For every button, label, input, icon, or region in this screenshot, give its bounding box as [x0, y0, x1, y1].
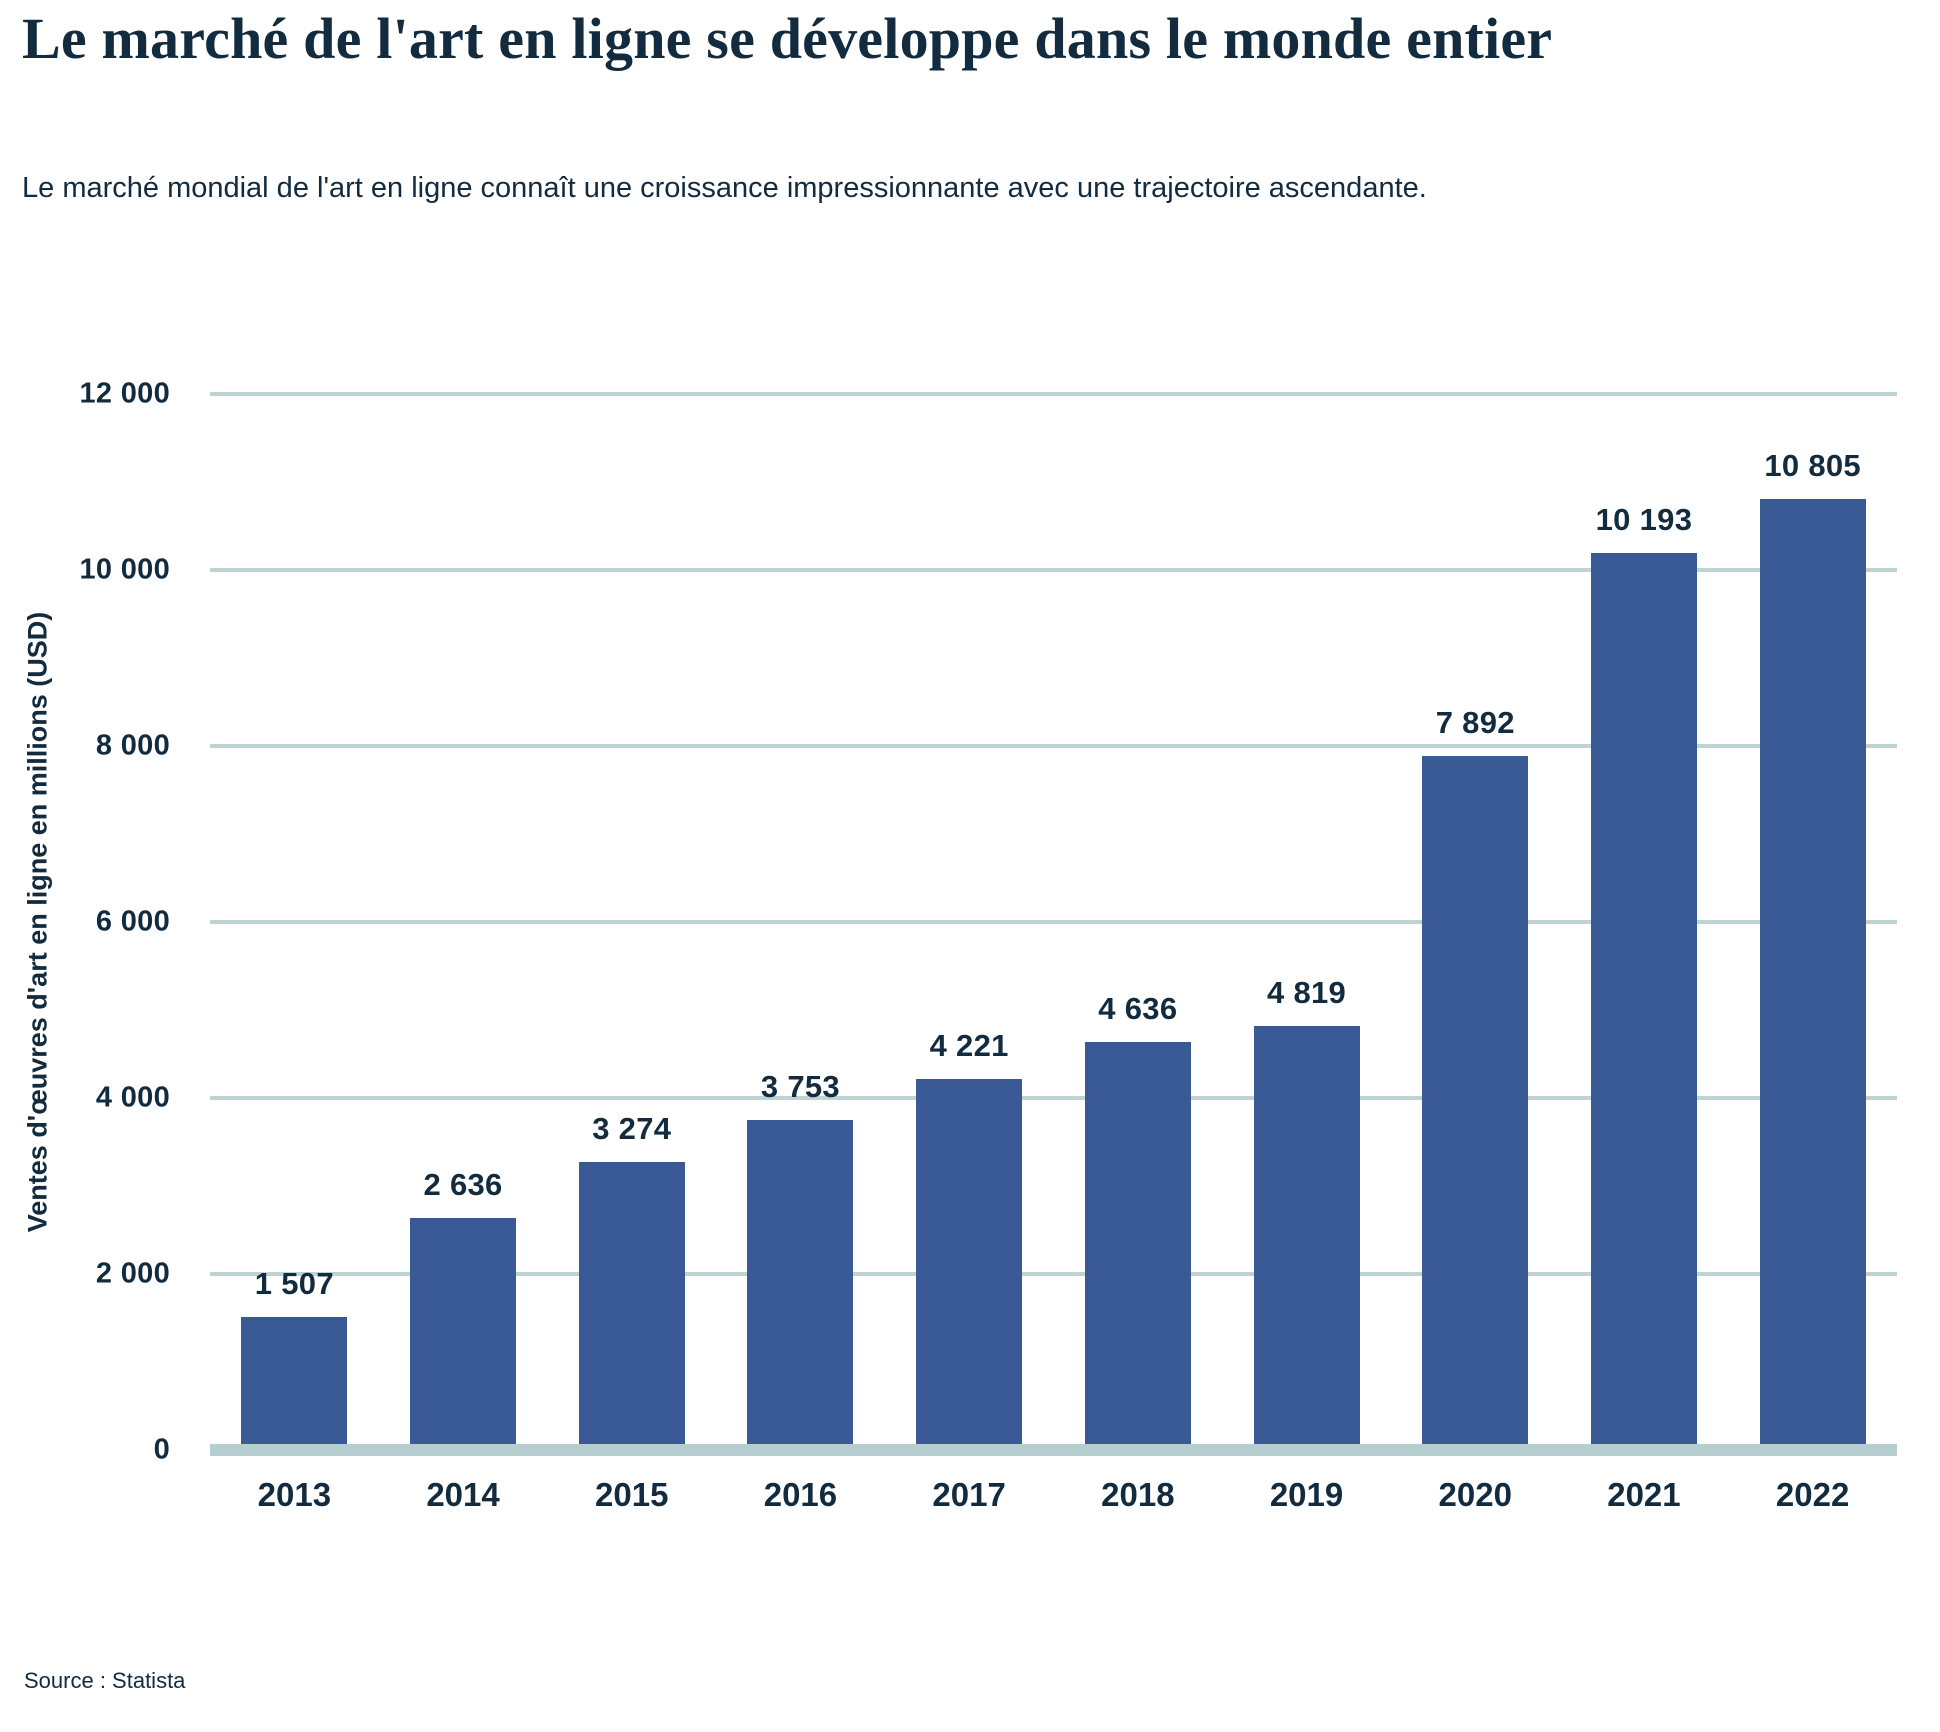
x-axis-baseline: 0: [154, 1434, 1897, 1466]
bar-group: 10 805 2022: [1728, 394, 1897, 1513]
gridline: 2 000: [96, 1258, 1897, 1290]
page-subtitle: Le marché mondial de l'art en ligne conn…: [22, 172, 1427, 204]
bar: [916, 1079, 1023, 1450]
source-note: Source : Statista: [24, 1668, 186, 1693]
gridline: 12 000: [80, 378, 1897, 410]
y-tick-label: 0: [153, 1433, 170, 1466]
bar: [1422, 756, 1529, 1450]
x-tick-label: 2013: [257, 1476, 332, 1513]
y-tick-label: 6 000: [95, 905, 170, 938]
bar-group: 3 753 2016: [716, 394, 885, 1513]
bar: [1084, 1042, 1191, 1450]
bar: [241, 1317, 348, 1450]
value-label: 10 805: [1764, 448, 1861, 483]
bar-group: 10 193 2021: [1560, 394, 1729, 1513]
bar-group: 4 819 2019: [1222, 394, 1391, 1513]
y-tick-label: 4 000: [95, 1081, 170, 1114]
x-tick-label: 2018: [1101, 1476, 1175, 1513]
page-title: Le marché de l'art en ligne se développe…: [22, 6, 1553, 71]
x-tick-label: 2017: [932, 1476, 1006, 1513]
y-tick-label: 2 000: [95, 1257, 170, 1290]
x-tick-label: 2020: [1438, 1476, 1512, 1513]
x-tick-label: 2016: [763, 1476, 838, 1513]
value-label: 2 636: [423, 1167, 503, 1202]
bar: [747, 1120, 854, 1450]
value-label: 4 819: [1266, 975, 1347, 1010]
plot-area: 0 2 000 4 000 6 000 8 000 10 000 12 000 1 507 20…: [80, 378, 1897, 1513]
bar-group: 1 507 2013: [210, 394, 379, 1513]
gridline: 6 000: [96, 906, 1897, 938]
gridline: 10 000: [80, 554, 1897, 586]
bar: [1253, 1026, 1360, 1450]
bar: [578, 1162, 685, 1450]
bar: [1590, 553, 1697, 1450]
bar-group: 4 636 2018: [1054, 394, 1223, 1513]
value-label: 1 507: [254, 1266, 334, 1301]
x-tick-label: 2014: [426, 1476, 500, 1513]
value-label: 4 636: [1098, 991, 1178, 1026]
y-tick-label: 12 000: [79, 377, 170, 410]
value-label: 10 193: [1595, 502, 1693, 537]
value-label: 3 274: [592, 1111, 672, 1146]
gridline: 8 000: [96, 730, 1897, 762]
x-tick-label: 2015: [595, 1476, 669, 1513]
x-tick-label: 2021: [1607, 1476, 1681, 1513]
x-tick-label: 2022: [1775, 1476, 1850, 1513]
y-tick-label: 10 000: [79, 553, 170, 586]
bar: [1759, 499, 1866, 1450]
value-label: 4 221: [929, 1028, 1009, 1063]
y-tick-label: 8 000: [95, 729, 170, 762]
value-label: 7 892: [1435, 705, 1515, 740]
x-tick-label: 2019: [1269, 1476, 1344, 1513]
bar-group: 7 892 2020: [1391, 394, 1560, 1513]
bar-group: 2 636 2014: [379, 394, 548, 1513]
bar: [410, 1218, 517, 1450]
gridline: 4 000: [96, 1082, 1897, 1114]
y-axis-title: Ventes d'œuvres d'art en ligne en millio…: [22, 611, 53, 1233]
bar-group: 3 274 2015: [547, 394, 716, 1513]
value-label: 3 753: [760, 1069, 840, 1104]
bar-group: 4 221 2017: [885, 394, 1054, 1513]
